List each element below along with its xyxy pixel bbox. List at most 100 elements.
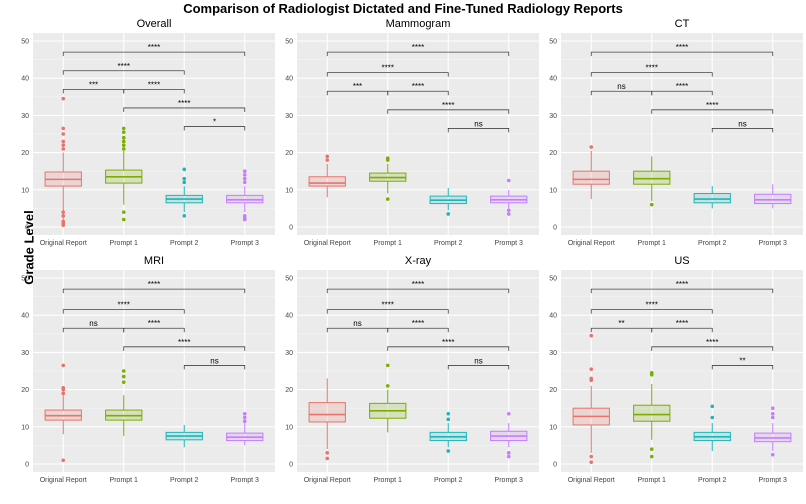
y-tick-label: 0 — [25, 225, 29, 232]
y-tick-label: 10 — [21, 424, 29, 431]
outlier-point — [61, 147, 66, 151]
x-tick-label: Prompt 2 — [698, 240, 727, 247]
x-tick-label: Original Report — [40, 477, 87, 484]
panel-title: CT — [675, 18, 690, 30]
y-tick-label: 50 — [21, 276, 29, 283]
bracket-line — [123, 107, 246, 112]
y-tick-label: 40 — [285, 76, 293, 83]
panel-title: X-ray — [405, 255, 432, 267]
outlier-point — [325, 456, 330, 461]
x-tick-label: Prompt 3 — [231, 477, 260, 484]
bracket-line — [447, 128, 510, 133]
box-prompt-1 — [633, 156, 671, 207]
outlier-point — [61, 385, 66, 390]
outlier-point — [242, 173, 247, 177]
significance-label: **** — [148, 280, 160, 289]
bracket-line — [183, 126, 246, 131]
outlier-point — [710, 415, 715, 420]
outlier-point — [61, 458, 66, 463]
y-tick-label: 30 — [21, 113, 29, 120]
x-tick-label: Prompt 2 — [434, 240, 463, 247]
outlier-point — [649, 454, 654, 459]
box-prompt-1 — [105, 369, 143, 437]
panel-mammogram: Mammogram 0 10 20 30 40 50 Original Report Promp… — [285, 18, 539, 247]
box-prompt-1 — [369, 156, 407, 201]
box-original-report — [44, 96, 82, 227]
outlier-point — [242, 419, 247, 424]
outlier-point — [182, 214, 187, 218]
outlier-point — [121, 369, 126, 373]
box-prompt-3 — [754, 406, 792, 457]
x-tick-label: Prompt 3 — [759, 240, 788, 247]
outlier-point — [61, 132, 66, 136]
outlier-point — [589, 376, 594, 381]
significance-label: **** — [676, 319, 688, 328]
significance-bracket: ns — [447, 119, 510, 133]
significance-bracket: **** — [651, 101, 774, 114]
significance-bracket: **** — [387, 82, 449, 96]
x-tick-label: Prompt 2 — [170, 240, 199, 247]
significance-bracket: **** — [590, 64, 713, 77]
outlier-point — [325, 158, 330, 162]
y-tick-label: 0 — [553, 225, 557, 232]
panel-title: Overall — [137, 18, 172, 30]
significance-label: **** — [412, 82, 424, 91]
x-tick-label: Prompt 3 — [759, 477, 788, 484]
box-prompt-3 — [754, 184, 792, 209]
significance-bracket: **** — [123, 319, 185, 333]
bracket-line — [387, 327, 449, 333]
y-tick-label: 30 — [21, 350, 29, 357]
significance-bracket: ns — [183, 356, 246, 370]
significance-label: **** — [646, 64, 658, 73]
significance-bracket: **** — [590, 43, 774, 57]
box-original-report — [308, 378, 346, 461]
outlier-point — [61, 139, 66, 144]
outlier-point — [385, 197, 390, 201]
outlier-point — [242, 176, 247, 181]
significance-bracket: **** — [651, 82, 713, 96]
bracket-line — [387, 346, 510, 351]
outlier-point — [61, 143, 66, 147]
bracket-line — [651, 109, 774, 114]
significance-label: **** — [178, 338, 190, 347]
x-tick-label: Prompt 1 — [374, 477, 403, 484]
outlier-point — [385, 384, 390, 388]
y-tick-label: 30 — [549, 113, 557, 120]
significance-label: *** — [89, 80, 98, 89]
bracket-line — [651, 346, 774, 351]
x-tick-label: Prompt 3 — [495, 477, 524, 484]
outlier-point — [121, 380, 126, 384]
bracket-line — [62, 288, 246, 294]
bracket-line — [590, 72, 713, 77]
box-prompt-3 — [490, 178, 528, 216]
box-body — [754, 193, 792, 205]
significance-label: **** — [148, 80, 160, 89]
bracket-line — [590, 309, 713, 314]
y-tick-label: 50 — [285, 39, 293, 46]
outlier-point — [446, 212, 451, 216]
significance-bracket: **** — [123, 99, 246, 112]
significance-bracket: **** — [387, 319, 449, 333]
significance-bracket: * — [183, 118, 246, 131]
outlier-point — [506, 212, 511, 216]
y-tick-label: 0 — [553, 462, 557, 469]
y-tick-label: 20 — [21, 387, 29, 394]
outlier-point — [506, 454, 511, 459]
bracket-line — [62, 70, 185, 75]
bracket-line — [123, 346, 246, 351]
bracket-line — [326, 51, 510, 57]
box-body — [308, 176, 346, 187]
y-tick-label: 30 — [285, 113, 293, 120]
outlier-point — [589, 367, 594, 371]
panel-title: MRI — [144, 255, 164, 267]
significance-label: ns — [89, 319, 97, 328]
outlier-point — [242, 180, 247, 185]
outlier-point — [121, 147, 126, 151]
significance-label: **** — [382, 64, 394, 73]
significance-bracket: **** — [326, 43, 510, 57]
x-tick-label: Prompt 3 — [495, 240, 524, 247]
significance-label: **** — [676, 82, 688, 91]
significance-bracket: **** — [590, 280, 774, 294]
box-prompt-3 — [490, 411, 528, 459]
